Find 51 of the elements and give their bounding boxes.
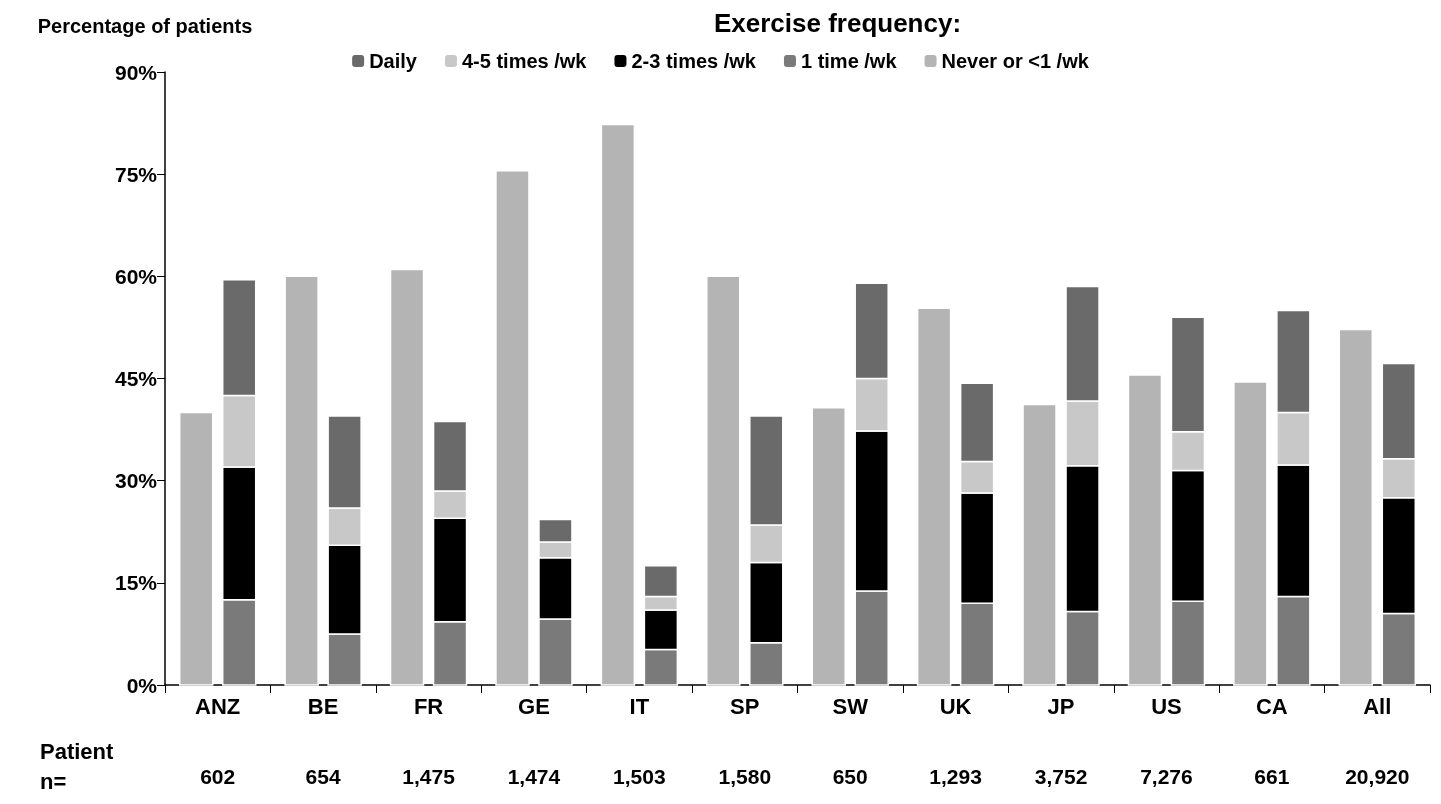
legend-label: Daily [369,50,418,72]
text: 1,474 [507,764,561,788]
legend-label: 4-5 times /wk [461,50,588,72]
y-axis-title: Percentage of patients [37,15,253,37]
y-tick-label: 60% [114,264,158,288]
x-tick-label: FR [413,693,444,719]
bar [178,411,214,686]
bar [1022,403,1057,686]
text: 20,920 [1345,764,1410,788]
text: Patient n= [40,738,115,794]
x-tick-label: JP [1047,693,1075,719]
x-tick-label: ANZ [195,693,241,719]
bar [811,407,846,686]
x-tick-label: SW [832,693,869,719]
text: 3,752 [1034,764,1088,788]
x-tick-label: UK [939,693,972,719]
text: 1,475 [402,764,456,788]
text: 654 [305,764,341,788]
legend-label: Never or <1 /wk [941,50,1090,72]
bar [389,268,425,686]
x-tick-label: SP [730,693,760,719]
legend-label: 2-3 times /wk [631,50,757,72]
bar [706,275,741,686]
text: 650 [832,764,868,788]
y-tick-label: 75% [114,162,158,186]
text: 1,503 [613,764,666,788]
bar [916,307,952,686]
x-tick-label: US [1151,693,1182,719]
x-tick-label: CA [1255,693,1288,719]
bar [284,275,319,686]
y-tick-label: 45% [114,367,158,390]
text: 1,580 [718,764,772,788]
bar [600,123,636,686]
x-tick-label: IT [629,693,650,719]
legend-title: Exercise frequency: [713,8,962,38]
x-tick-label: BE [307,693,339,719]
x-tick-label: All [1363,693,1392,719]
bar [1338,328,1374,686]
text: 1,293 [929,764,982,788]
bar [1233,381,1268,686]
legend-label: 1 time /wk [800,50,898,72]
x-tick-label: GE [518,693,550,719]
text: 661 [1254,764,1290,788]
y-tick-label: 30% [114,469,158,493]
bar [1127,374,1163,686]
y-tick-label: 90% [114,60,158,84]
y-tick-label: 0% [126,673,158,697]
text: 7,276 [1140,764,1193,788]
text: 602 [200,764,236,788]
y-tick-label: 15% [114,571,158,595]
bar [495,170,530,686]
